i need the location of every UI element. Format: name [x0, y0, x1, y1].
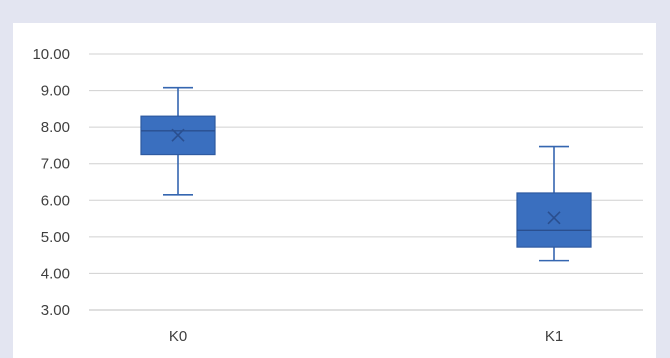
x-category-label: K1 — [545, 328, 563, 345]
y-tick-label: 10.00 — [32, 46, 70, 63]
y-tick-label: 8.00 — [41, 119, 70, 136]
box-iqr — [516, 192, 592, 248]
y-tick-label: 5.00 — [41, 229, 70, 246]
y-tick-label: 4.00 — [41, 265, 70, 282]
y-tick-label: 9.00 — [41, 83, 70, 100]
x-category-label: K0 — [169, 328, 187, 345]
y-tick-label: 6.00 — [41, 192, 70, 209]
box-plot-chart: 3.00 4.00 5.00 6.00 7.00 8.00 9.00 10.00 K0 K1 — [32, 46, 643, 345]
y-tick-label: 3.00 — [41, 302, 70, 319]
mean-marker — [171, 128, 185, 142]
mean-marker — [547, 211, 561, 225]
chart-panel: 3.00 4.00 5.00 6.00 7.00 8.00 9.00 10.00 K0 K1 — [13, 23, 656, 358]
y-tick-label: 7.00 — [41, 156, 70, 173]
